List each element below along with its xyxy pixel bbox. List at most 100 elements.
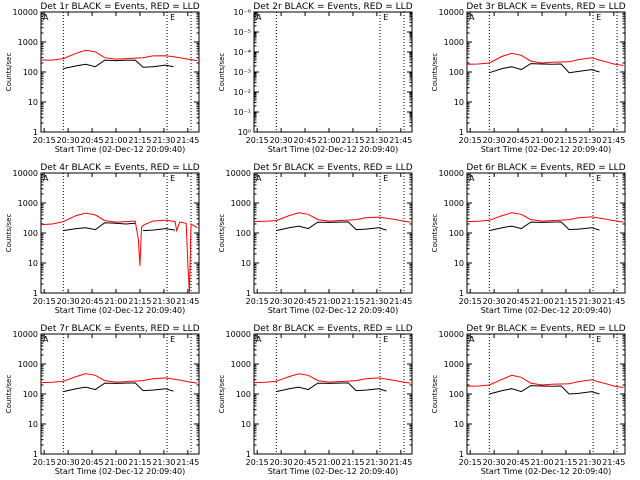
x-tick-label: 20:45 xyxy=(294,136,317,145)
y-axis-label: Counts/sec xyxy=(431,375,439,414)
marker-label-e: E xyxy=(170,174,175,183)
x-axis-label: Start Time (02-Dec-12 20:09:40) xyxy=(481,145,612,154)
y-tick-label: 10 xyxy=(28,259,38,268)
x-axis-label: Start Time (02-Dec-12 20:09:40) xyxy=(55,306,186,315)
y-axis-label: Counts/sec xyxy=(218,375,226,414)
y-tick-label: 1000 xyxy=(18,199,38,208)
x-tick-label: 21:00 xyxy=(104,458,127,467)
y-axis-label: Counts/sec xyxy=(5,214,13,253)
plot-frame xyxy=(253,333,413,455)
x-tick-label: 21:15 xyxy=(341,458,364,467)
plot-frame xyxy=(40,11,200,133)
marker-label-e: E xyxy=(596,335,601,344)
x-tick-label: 21:15 xyxy=(128,297,151,306)
y-tick-label: 10 xyxy=(28,420,38,429)
y-tick-label: 10⁰ xyxy=(238,128,251,137)
y-axis-label: Counts/sec xyxy=(218,214,226,253)
x-tick-label: 21:15 xyxy=(341,136,364,145)
y-axis-label: Counts/sec xyxy=(5,375,13,414)
x-tick-label: 20:30 xyxy=(270,458,293,467)
x-tick-label: 20:15 xyxy=(246,297,269,306)
x-tick-label: 21:15 xyxy=(554,458,577,467)
series-black-line xyxy=(276,382,387,393)
x-tick-label: 20:30 xyxy=(270,136,293,145)
x-tick-label: 21:15 xyxy=(341,297,364,306)
y-tick-label: 10 xyxy=(454,259,464,268)
plot-frame xyxy=(466,172,626,294)
x-tick-label: 20:45 xyxy=(507,297,530,306)
y-axis-label: Counts/sec xyxy=(431,53,439,92)
x-axis-label: Start Time (02-Dec-12 20:09:40) xyxy=(55,145,186,154)
y-tick-label: 1 xyxy=(33,450,38,459)
series-black-line xyxy=(489,221,600,232)
x-tick-label: 21:30 xyxy=(365,297,388,306)
panel-title: Det 7r BLACK = Events, RED = LLD xyxy=(40,324,199,334)
plot-frame xyxy=(40,172,200,294)
x-tick-label: 21:30 xyxy=(578,136,601,145)
y-tick-label: 10 xyxy=(241,259,251,268)
y-tick-label: 100 xyxy=(236,390,251,399)
y-tick-label: 1 xyxy=(459,289,464,298)
marker-label-a: A xyxy=(256,13,262,22)
x-tick-label: 20:30 xyxy=(270,297,293,306)
y-tick-label: 100 xyxy=(449,390,464,399)
marker-label-e: E xyxy=(170,335,175,344)
plot-frame xyxy=(253,172,413,294)
y-tick-label: 10⁻⁶ xyxy=(233,8,251,17)
y-tick-label: 1000 xyxy=(231,360,251,369)
x-tick-label: 21:45 xyxy=(602,136,625,145)
series-red-line xyxy=(253,373,411,384)
y-tick-label: 10⁻¹ xyxy=(233,108,251,117)
x-axis-label: Start Time (02-Dec-12 20:09:40) xyxy=(481,467,612,476)
y-tick-label: 100 xyxy=(236,229,251,238)
x-tick-label: 21:00 xyxy=(317,136,340,145)
x-tick-label: 21:45 xyxy=(176,136,199,145)
panel-title: Det 8r BLACK = Events, RED = LLD xyxy=(253,324,412,334)
y-tick-label: 1000 xyxy=(231,199,251,208)
x-tick-label: 21:30 xyxy=(365,136,388,145)
x-tick-label: 20:45 xyxy=(294,297,317,306)
x-tick-label: 21:15 xyxy=(128,458,151,467)
series-black-line xyxy=(63,59,174,70)
marker-label-e: E xyxy=(170,13,175,22)
series-black-line xyxy=(276,221,387,232)
x-tick-label: 21:30 xyxy=(152,136,175,145)
x-tick-label: 21:30 xyxy=(578,458,601,467)
series-red-line xyxy=(253,212,411,223)
x-tick-label: 20:45 xyxy=(507,458,530,467)
x-tick-label: 20:15 xyxy=(33,458,56,467)
x-tick-label: 20:30 xyxy=(483,297,506,306)
y-tick-label: 1000 xyxy=(18,360,38,369)
x-tick-label: 21:45 xyxy=(389,458,412,467)
y-tick-label: 100 xyxy=(23,68,38,77)
x-tick-label: 21:30 xyxy=(152,297,175,306)
y-tick-label: 1000 xyxy=(444,38,464,47)
y-tick-label: 10000 xyxy=(226,330,251,339)
y-tick-label: 1 xyxy=(246,289,251,298)
y-tick-label: 1 xyxy=(459,450,464,459)
y-tick-label: 10000 xyxy=(439,169,464,178)
marker-label-e: E xyxy=(383,335,388,344)
y-tick-label: 100 xyxy=(23,229,38,238)
x-tick-label: 20:30 xyxy=(57,136,80,145)
x-tick-label: 20:30 xyxy=(483,458,506,467)
x-tick-label: 20:15 xyxy=(246,458,269,467)
series-red-line xyxy=(40,212,198,294)
y-tick-label: 10000 xyxy=(13,8,38,17)
x-tick-label: 21:00 xyxy=(104,136,127,145)
x-tick-label: 21:45 xyxy=(602,297,625,306)
y-tick-label: 1 xyxy=(33,289,38,298)
y-tick-label: 10 xyxy=(28,98,38,107)
panel-title: Det 5r BLACK = Events, RED = LLD xyxy=(253,163,412,173)
marker-label-e: E xyxy=(383,174,388,183)
x-tick-label: 20:45 xyxy=(81,136,104,145)
x-tick-label: 20:30 xyxy=(483,136,506,145)
panel-title: Det 2r BLACK = Events, RED = LLD xyxy=(253,2,412,12)
x-tick-label: 21:00 xyxy=(530,297,553,306)
series-black-line xyxy=(489,385,600,395)
